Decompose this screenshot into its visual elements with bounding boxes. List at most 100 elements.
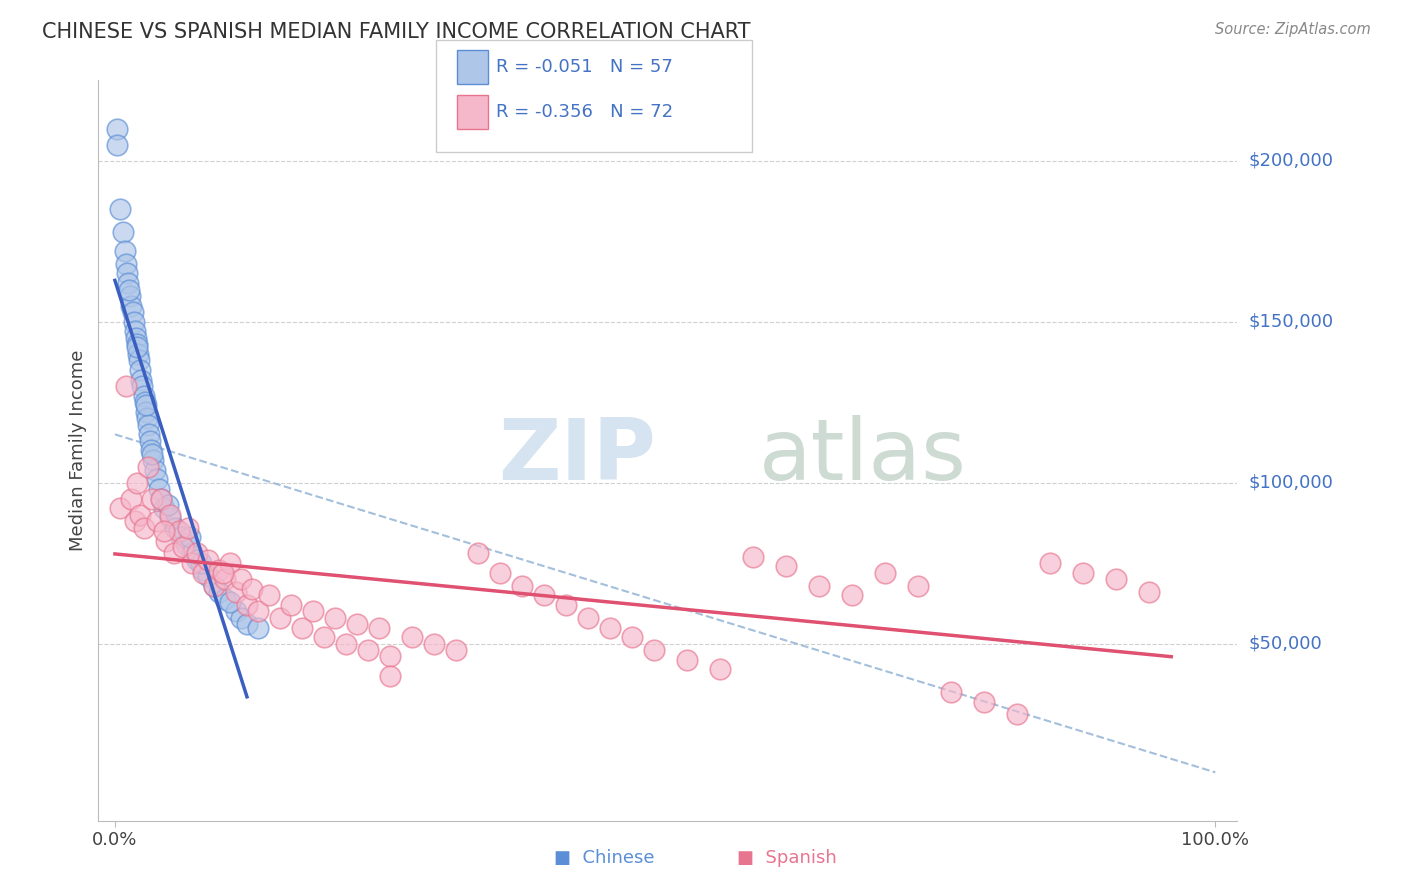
- Point: [139, 434, 162, 448]
- Point: [242, 582, 264, 596]
- Point: [135, 398, 157, 412]
- Point: [110, 501, 132, 516]
- Point: [312, 630, 335, 644]
- Point: [378, 669, 401, 683]
- Y-axis label: Median Family Income: Median Family Income: [69, 350, 87, 551]
- Text: CHINESE VS SPANISH MEDIAN FAMILY INCOME CORRELATION CHART: CHINESE VS SPANISH MEDIAN FAMILY INCOME …: [42, 22, 751, 42]
- Text: ZIP: ZIP: [498, 416, 657, 499]
- Point: [246, 604, 269, 618]
- Text: Source: ZipAtlas.com: Source: ZipAtlas.com: [1215, 22, 1371, 37]
- Point: [141, 491, 163, 506]
- Point: [225, 585, 247, 599]
- Point: [1071, 566, 1094, 580]
- Point: [676, 653, 699, 667]
- Point: [165, 521, 187, 535]
- Point: [423, 637, 446, 651]
- Point: [125, 475, 148, 490]
- Point: [197, 553, 219, 567]
- Point: [120, 299, 142, 313]
- Point: [510, 579, 533, 593]
- Point: [155, 533, 177, 548]
- Point: [1005, 707, 1028, 722]
- Point: [346, 617, 368, 632]
- Point: [110, 202, 132, 216]
- Point: [225, 604, 247, 618]
- Text: $50,000: $50,000: [1249, 634, 1323, 653]
- Point: [122, 315, 145, 329]
- Point: [231, 611, 253, 625]
- Point: [211, 566, 233, 580]
- Point: [1105, 572, 1128, 586]
- Point: [179, 530, 201, 544]
- Text: $200,000: $200,000: [1249, 152, 1334, 169]
- Point: [117, 276, 139, 290]
- Point: [186, 553, 208, 567]
- Point: [115, 379, 138, 393]
- Point: [335, 637, 357, 651]
- Point: [118, 283, 141, 297]
- Point: [219, 595, 242, 609]
- Point: [143, 463, 166, 477]
- Point: [111, 225, 134, 239]
- Point: [302, 604, 325, 618]
- Point: [141, 443, 163, 458]
- Point: [875, 566, 897, 580]
- Point: [202, 579, 225, 593]
- Point: [124, 514, 146, 528]
- Point: [129, 508, 152, 522]
- Point: [214, 572, 236, 586]
- Point: [136, 417, 159, 432]
- Point: [150, 491, 173, 506]
- Point: [742, 549, 765, 564]
- Point: [131, 373, 153, 387]
- Point: [159, 511, 181, 525]
- Point: [156, 498, 179, 512]
- Point: [257, 588, 280, 602]
- Point: [153, 524, 176, 538]
- Point: [145, 472, 167, 486]
- Point: [555, 598, 578, 612]
- Point: [114, 244, 136, 258]
- Point: [115, 267, 138, 281]
- Point: [124, 324, 146, 338]
- Point: [444, 643, 467, 657]
- Point: [467, 546, 489, 560]
- Point: [1039, 556, 1062, 570]
- Point: [120, 491, 142, 506]
- Point: [159, 508, 181, 522]
- Point: [643, 643, 665, 657]
- Point: [576, 611, 599, 625]
- Point: [120, 289, 142, 303]
- Point: [136, 459, 159, 474]
- Point: [236, 598, 259, 612]
- Point: [131, 379, 153, 393]
- Text: R = -0.051   N = 57: R = -0.051 N = 57: [496, 58, 673, 76]
- Point: [181, 556, 204, 570]
- Point: [378, 649, 401, 664]
- Point: [176, 521, 198, 535]
- Point: [134, 395, 156, 409]
- Text: $100,000: $100,000: [1249, 474, 1333, 491]
- Point: [1137, 585, 1160, 599]
- Point: [841, 588, 863, 602]
- Point: [128, 353, 150, 368]
- Point: [401, 630, 423, 644]
- Point: [172, 540, 194, 554]
- Point: [176, 537, 198, 551]
- Point: [135, 411, 157, 425]
- Point: [125, 331, 148, 345]
- Point: [190, 556, 212, 570]
- Point: [186, 546, 208, 560]
- Point: [115, 257, 138, 271]
- Point: [231, 572, 253, 586]
- Point: [105, 121, 128, 136]
- Text: atlas: atlas: [759, 416, 967, 499]
- Point: [105, 137, 128, 152]
- Text: $150,000: $150,000: [1249, 313, 1334, 331]
- Point: [135, 405, 157, 419]
- Point: [219, 556, 242, 570]
- Point: [150, 491, 173, 506]
- Point: [129, 363, 152, 377]
- Point: [941, 685, 963, 699]
- Point: [153, 501, 176, 516]
